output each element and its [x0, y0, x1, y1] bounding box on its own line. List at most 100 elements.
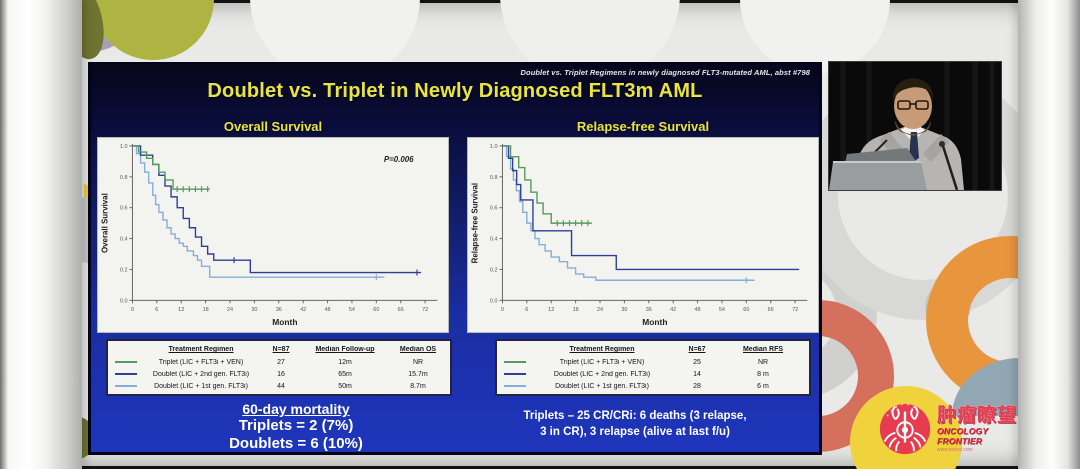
table-column-header: N=87 [272, 346, 290, 353]
svg-text:Overall Survival: Overall Survival [101, 193, 110, 253]
svg-text:54: 54 [349, 307, 355, 313]
svg-text:36: 36 [276, 307, 282, 313]
table-cell: 6 m [757, 382, 769, 390]
table-cell: NR [757, 358, 769, 366]
svg-text:0.4: 0.4 [490, 237, 498, 243]
rfs-legend-table: Treatment Regimen N=67 Median RFS Triplet (… [495, 339, 811, 396]
table-column-header: Median Follow-up [315, 346, 375, 353]
table-cell: Doublet (LIC + 2nd gen. FLT3i) [553, 370, 651, 378]
svg-text:0.0: 0.0 [120, 298, 128, 304]
series-swatch [115, 361, 137, 363]
speaker-glasses [897, 100, 929, 110]
overall-survival-plot: 0 6 12 18 24 30 36 42 48 54 60 66 72 0.0 0.2 0.4 0.6 0.8 1… [97, 137, 449, 333]
svg-text:18: 18 [573, 307, 579, 313]
km-curve [132, 145, 422, 274]
svg-text:72: 72 [422, 307, 428, 313]
table-column-header: Treatment Regimen [168, 346, 234, 353]
mortality-note: 60-day mortality Triplets = 2 (7%) Doubl… [153, 401, 439, 454]
svg-text:60: 60 [743, 307, 749, 313]
svg-text:24: 24 [227, 307, 233, 313]
svg-text:30: 30 [621, 307, 627, 313]
table-cell: 50m [338, 382, 352, 390]
table-cell: Doublet (LIC + 1st gen. FLT3i) [555, 382, 649, 390]
table-cell: 8 m [757, 370, 769, 378]
svg-text:48: 48 [695, 307, 701, 313]
table-header-row: Treatment Regimen N=87 Median Follow-up Med… [111, 343, 447, 356]
table-cell: NR [412, 358, 424, 366]
svg-text:0.4: 0.4 [120, 237, 128, 243]
svg-text:54: 54 [719, 307, 725, 313]
series-swatch [504, 361, 526, 363]
svg-text:0: 0 [501, 307, 504, 313]
svg-text:P=0.006: P=0.006 [384, 155, 414, 164]
svg-text:Month: Month [642, 317, 667, 327]
speaker-video [829, 62, 1001, 191]
relapse-free-survival-chart-block: Relapse-free Survival 0 6 12 18 24 30 36 42 48 54… [467, 119, 819, 333]
table-cell: 14 [693, 370, 701, 378]
svg-text:66: 66 [768, 307, 774, 313]
mortality-line-doublets: Doublets = 6 (10%) [229, 435, 363, 453]
svg-text:48: 48 [325, 307, 331, 313]
svg-text:42: 42 [300, 307, 306, 313]
relapse-free-survival-plot: 0 6 12 18 24 30 36 42 48 54 60 66 72 0.0 0.2 0.4 0.6 0.8 1… [467, 137, 819, 333]
svg-text:0.0: 0.0 [490, 298, 498, 304]
table-row: Triplet (LIC + FLT3i + VEN) 25 NR [500, 356, 806, 368]
table-row: Doublet (LIC + 2nd gen. FLT3i) 14 8 m [500, 368, 806, 380]
crab-logo-icon [879, 403, 931, 455]
oncology-frontier-logo: 肿瘤瞭望 ONCOLOGY FRONTIER www.ioncol.com [876, 393, 1034, 465]
svg-text:36: 36 [646, 307, 652, 313]
table-cell: Doublet (LIC + 2nd gen. FLT3i) [152, 370, 250, 378]
svg-text:66: 66 [398, 307, 404, 313]
presentation-slide: Doublet vs. Triplet Regimens in newly di… [88, 62, 822, 455]
svg-text:30: 30 [251, 307, 257, 313]
svg-text:1.0: 1.0 [120, 144, 128, 150]
svg-text:0.6: 0.6 [490, 206, 498, 212]
logo-english-name: ONCOLOGY FRONTIER [937, 425, 989, 446]
table-cell: Triplet (LIC + FLT3i + VEN) [158, 358, 244, 366]
table-header-row: Treatment Regimen N=67 Median RFS [500, 343, 806, 356]
km-curve [132, 145, 385, 278]
speaker-face [894, 83, 932, 129]
series-swatch [115, 373, 137, 375]
svg-text:72: 72 [792, 307, 798, 313]
table-column-header: N=67 [688, 346, 706, 353]
table-cell: 27 [277, 358, 285, 366]
svg-text:6: 6 [155, 307, 158, 313]
svg-text:0.8: 0.8 [490, 175, 498, 181]
overall-survival-chart-block: Overall Survival 0 6 12 18 24 30 36 42 48 54 60 66 7… [97, 119, 449, 333]
speaker-illustration [829, 62, 1001, 191]
table-cell: Triplet (LIC + FLT3i + VEN) [559, 358, 645, 366]
table-cell: 65m [338, 370, 352, 378]
speaker-tie [909, 132, 919, 162]
os-legend-table: Treatment Regimen N=87 Median Follow-up Med… [106, 339, 452, 396]
page-curl-right [1018, 0, 1080, 469]
speaker-podium [829, 162, 927, 190]
table-row: Doublet (LIC + 2nd gen. FLT3i) 16 65m 15.7m [111, 368, 447, 380]
triplet-outcome-note: Triplets – 25 CR/CRi: 6 deaths (3 relaps… [463, 409, 807, 440]
svg-text:0.8: 0.8 [120, 175, 128, 181]
svg-text:1.0: 1.0 [490, 144, 498, 150]
table-cell: 28 [693, 382, 701, 390]
table-cell: 44 [277, 382, 285, 390]
table-cell: 15.7m [408, 370, 428, 378]
km-curve [502, 145, 755, 281]
svg-text:6: 6 [525, 307, 528, 313]
svg-text:60: 60 [373, 307, 379, 313]
table-cell: 16 [277, 370, 285, 378]
triplet-note-line-1: Triplets – 25 CR/CRi: 6 deaths (3 relaps… [523, 410, 747, 422]
chart-title-os: Overall Survival [223, 119, 323, 134]
svg-text:Month: Month [272, 317, 297, 327]
km-curve [502, 145, 592, 224]
svg-text:12: 12 [548, 307, 554, 313]
km-curve [502, 145, 800, 271]
km-curve [132, 145, 210, 190]
mortality-heading: 60-day mortality [242, 401, 350, 417]
table-column-header: Median RFS [742, 346, 784, 353]
svg-text:0.6: 0.6 [120, 206, 128, 212]
svg-text:0.2: 0.2 [490, 267, 498, 273]
mortality-line-triplets: Triplets = 2 (7%) [238, 417, 354, 434]
series-swatch [504, 373, 526, 375]
deco-olive-circle [92, 0, 214, 60]
triplet-note-line-2: 3 in CR), 3 relapse (alive at last f/u) [540, 425, 730, 438]
